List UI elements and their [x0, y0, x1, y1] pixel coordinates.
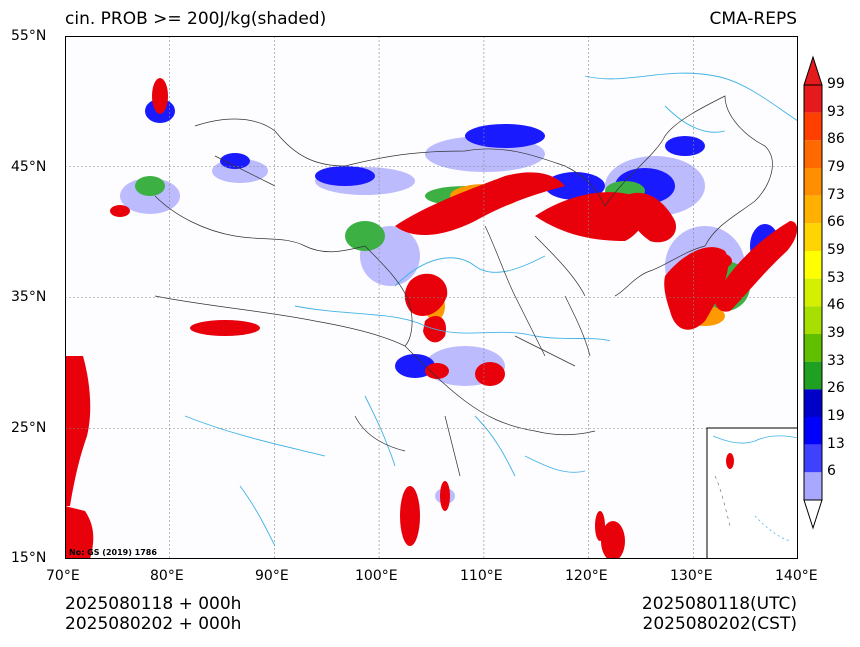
- colorbar-level-label: 19: [827, 408, 845, 424]
- colorbar-level-label: 26: [827, 380, 845, 397]
- colorbar-cell: [804, 389, 822, 417]
- colorbar-cell: [804, 472, 822, 500]
- lon-tick-140: 140°E: [775, 568, 818, 584]
- valid-time-utc: 2025080118(UTC): [641, 594, 797, 614]
- colorbar-cell: [804, 223, 822, 251]
- colorbar-level-label: 13: [827, 435, 845, 452]
- init-time-utc: 2025080118 + 000h: [65, 594, 242, 614]
- colorbar-cell: [804, 417, 822, 445]
- probability-map: No: GS (2019) 1786: [65, 36, 798, 559]
- colorbar-cell: [804, 195, 822, 224]
- colorbar-level-label: 46: [827, 297, 845, 314]
- colorbar: [803, 55, 823, 530]
- south-china-sea-inset: [706, 427, 798, 559]
- lat-tick-35: 35°N: [11, 289, 47, 305]
- colorbar-over-triangle: [803, 55, 823, 86]
- colorbar-level-label: 59: [827, 242, 845, 258]
- colorbar-cell: [804, 444, 822, 473]
- colorbar-level-label: 6: [827, 463, 836, 480]
- colorbar-cell: [804, 278, 822, 307]
- colorbar-level-label: 86: [827, 131, 845, 148]
- colorbar-cell: [804, 251, 822, 279]
- colorbar-under-triangle: [803, 499, 823, 530]
- colorbar-level-label: 53: [827, 269, 845, 286]
- colorbar-level-label: 79: [827, 159, 845, 175]
- lon-tick-120: 120°E: [565, 568, 608, 584]
- colorbar-cell: [804, 334, 822, 362]
- map-frame: [65, 36, 798, 559]
- province-borders: [154, 95, 773, 477]
- lat-tick-25: 25°N: [11, 420, 47, 436]
- colorbar-level-label: 99: [827, 76, 845, 92]
- colorbar-cell: [804, 168, 822, 196]
- map-title: cin. PROB >= 200J/kg(shaded): [65, 9, 327, 29]
- lon-tick-110: 110°E: [460, 568, 503, 584]
- map-approval-number: No: GS (2019) 1786: [69, 548, 157, 557]
- lon-tick-80: 80°E: [150, 568, 184, 584]
- colorbar-level-label: 93: [827, 103, 845, 120]
- colorbar-cell: [804, 85, 822, 113]
- lon-tick-100: 100°E: [355, 568, 398, 584]
- colorbar-cell: [804, 306, 822, 334]
- colorbar-cell: [804, 140, 822, 168]
- colorbar-cell: [804, 361, 822, 390]
- lon-tick-70: 70°E: [46, 568, 80, 584]
- rivers: [184, 72, 798, 547]
- colorbar-level-label: 73: [827, 186, 845, 203]
- cin-probability-shading: [65, 78, 798, 559]
- lon-tick-130: 130°E: [670, 568, 713, 584]
- colorbar-level-label: 39: [827, 325, 845, 341]
- lat-tick-45: 45°N: [11, 159, 47, 175]
- lon-tick-90: 90°E: [255, 568, 289, 584]
- colorbar-level-label: 66: [827, 214, 845, 231]
- lat-tick-15: 15°N: [11, 550, 47, 566]
- valid-time-cst: 2025080202(CST): [642, 614, 797, 634]
- graticule: [65, 36, 798, 559]
- colorbar-level-label: 33: [827, 352, 845, 369]
- lat-tick-55: 55°N: [11, 28, 47, 44]
- init-time-cst: 2025080202 + 000h: [65, 614, 242, 634]
- colorbar-cell: [804, 112, 822, 141]
- model-name: CMA-REPS: [709, 9, 797, 29]
